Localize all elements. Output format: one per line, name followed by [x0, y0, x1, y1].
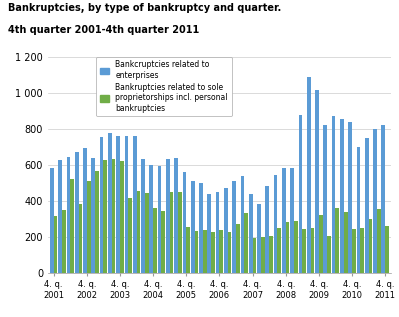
Bar: [170, 192, 174, 273]
Bar: [286, 222, 290, 273]
Bar: [302, 229, 306, 273]
Bar: [91, 158, 95, 273]
Bar: [261, 237, 265, 273]
Bar: [178, 192, 182, 273]
Bar: [67, 157, 70, 273]
Bar: [236, 224, 240, 273]
Bar: [290, 167, 294, 273]
Bar: [332, 116, 336, 273]
Bar: [311, 228, 314, 273]
Bar: [282, 168, 286, 273]
Bar: [241, 176, 244, 273]
Bar: [149, 165, 153, 273]
Bar: [136, 191, 140, 273]
Bar: [54, 216, 57, 273]
Bar: [75, 152, 79, 273]
Bar: [219, 230, 223, 273]
Bar: [265, 186, 269, 273]
Bar: [145, 193, 148, 273]
Bar: [224, 188, 228, 273]
Bar: [307, 77, 311, 273]
Bar: [191, 181, 195, 273]
Bar: [103, 160, 107, 273]
Bar: [141, 158, 145, 273]
Bar: [50, 168, 54, 273]
Bar: [344, 211, 348, 273]
Bar: [357, 147, 360, 273]
Bar: [340, 119, 344, 273]
Bar: [116, 136, 120, 273]
Bar: [128, 198, 132, 273]
Bar: [216, 192, 219, 273]
Bar: [120, 161, 124, 273]
Bar: [100, 137, 103, 273]
Bar: [348, 122, 352, 273]
Bar: [253, 238, 256, 273]
Bar: [298, 114, 302, 273]
Bar: [257, 204, 261, 273]
Bar: [79, 204, 82, 273]
Bar: [327, 236, 331, 273]
Bar: [373, 129, 377, 273]
Bar: [162, 211, 165, 273]
Bar: [186, 227, 190, 273]
Bar: [274, 175, 277, 273]
Bar: [269, 236, 273, 273]
Bar: [166, 158, 170, 273]
Bar: [133, 136, 136, 273]
Bar: [324, 125, 327, 273]
Bar: [377, 209, 381, 273]
Bar: [70, 179, 74, 273]
Bar: [294, 221, 298, 273]
Legend: Bankcruptcies related to
enterprises, Bankruptcies related to sole
proprietorshi: Bankcruptcies related to enterprises, Ba…: [96, 56, 232, 116]
Bar: [336, 208, 339, 273]
Bar: [211, 232, 215, 273]
Bar: [352, 229, 356, 273]
Bar: [203, 230, 207, 273]
Bar: [58, 160, 62, 273]
Bar: [207, 194, 211, 273]
Bar: [95, 171, 99, 273]
Bar: [369, 219, 372, 273]
Bar: [244, 213, 248, 273]
Bar: [319, 215, 323, 273]
Bar: [62, 210, 66, 273]
Bar: [195, 231, 198, 273]
Bar: [228, 232, 231, 273]
Bar: [83, 148, 87, 273]
Bar: [365, 138, 369, 273]
Bar: [385, 226, 389, 273]
Bar: [315, 90, 319, 273]
Bar: [381, 125, 385, 273]
Bar: [232, 181, 236, 273]
Bar: [249, 194, 253, 273]
Bar: [124, 136, 128, 273]
Bar: [158, 166, 162, 273]
Bar: [112, 158, 115, 273]
Bar: [277, 228, 281, 273]
Text: 4th quarter 2001-4th quarter 2011: 4th quarter 2001-4th quarter 2011: [8, 25, 199, 36]
Bar: [108, 133, 112, 273]
Bar: [174, 158, 178, 273]
Bar: [183, 172, 186, 273]
Bar: [360, 228, 364, 273]
Text: Bankruptcies, by type of bankruptcy and quarter.: Bankruptcies, by type of bankruptcy and …: [8, 3, 281, 13]
Bar: [87, 181, 91, 273]
Bar: [199, 183, 203, 273]
Bar: [153, 208, 157, 273]
